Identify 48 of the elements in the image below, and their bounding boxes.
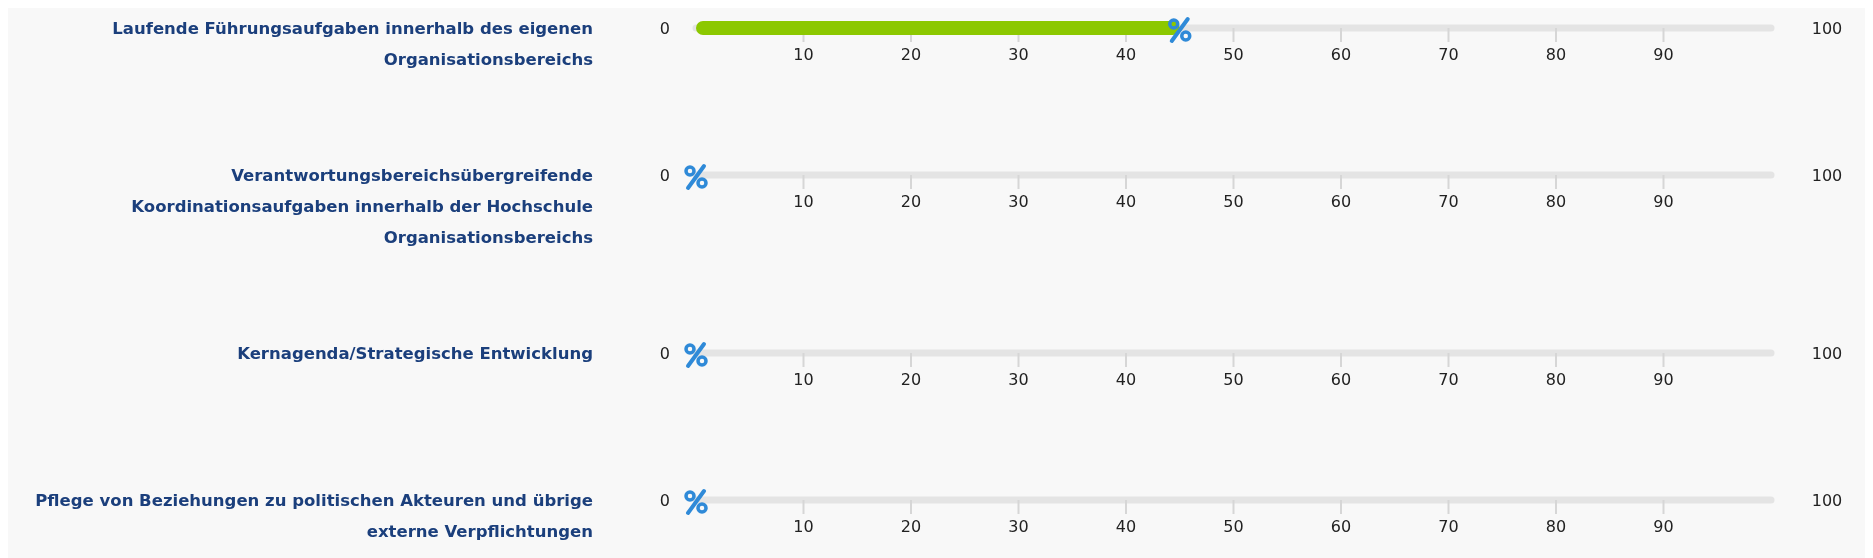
x-tick-label: 80 [1545, 45, 1567, 64]
x-tick-label: 70 [1438, 45, 1459, 64]
x-tick-label: 10 [793, 45, 814, 64]
x-tick-label: 40 [1115, 192, 1137, 211]
x-tick-label: 50 [1223, 517, 1244, 536]
text: 100 [1811, 19, 1843, 38]
text: 0 [659, 344, 670, 363]
x-tick-label: 60 [1330, 370, 1352, 389]
text: 0 [659, 166, 670, 185]
x-tick-label: 30 [1008, 45, 1029, 64]
x-tick-label: 20 [900, 192, 922, 211]
x-tick-label: 90 [1653, 45, 1674, 64]
x-tick-label: 10 [793, 192, 814, 211]
x-tick-label: 30 [1008, 517, 1029, 536]
x-tick-label: 50 [1223, 45, 1244, 64]
x-tick-label: 40 [1115, 517, 1137, 536]
x-tick-label: 40 [1115, 45, 1137, 64]
x-tick-label: 20 [900, 45, 922, 64]
x-tick-label: 50 [1223, 370, 1244, 389]
x-tick-label: 90 [1653, 370, 1674, 389]
x-tick-label: 80 [1545, 192, 1567, 211]
text: 100 [1811, 344, 1843, 363]
x-tick-label: 60 [1330, 192, 1352, 211]
x-tick-label: 10 [793, 517, 814, 536]
x-tick-label: 30 [1008, 370, 1029, 389]
x-tick-label: 20 [900, 517, 922, 536]
text: 0 [659, 19, 670, 38]
x-tick-label: 70 [1438, 517, 1459, 536]
x-tick-label: 10 [793, 370, 814, 389]
x-tick-label: 70 [1438, 370, 1459, 389]
x-tick-label: 80 [1545, 370, 1567, 389]
x-tick-label: 40 [1115, 370, 1137, 389]
x-tick-label: 80 [1545, 517, 1567, 536]
y-tick-label: Verantwortungsbereichsübergreifende Koordinationsaufgaben innerhalb der Hochschule Organisationsbereichs [131, 166, 594, 247]
text: 100 [1811, 166, 1843, 185]
x-tick-label: 50 [1223, 192, 1244, 211]
y-tick-label: Kernagenda/Strategische Entwicklung [237, 344, 593, 363]
x-tick-label: 90 [1653, 192, 1674, 211]
x-tick-label: 90 [1653, 517, 1674, 536]
y-tick-label: Pflege von Beziehungen zu politischen Akteuren und übrige externe Verpflichtungen [35, 491, 593, 541]
x-tick-label: 70 [1438, 192, 1459, 211]
y-tick-label: Laufende Führungsaufgaben innerhalb des eigenen Organisationsbereichs [112, 19, 594, 69]
x-tick-label: 60 [1330, 45, 1352, 64]
x-tick-label: 20 [900, 370, 922, 389]
x-tick-label: 60 [1330, 517, 1352, 536]
text: 100 [1811, 491, 1843, 510]
text: 0 [659, 491, 670, 510]
x-tick-label: 30 [1008, 192, 1029, 211]
